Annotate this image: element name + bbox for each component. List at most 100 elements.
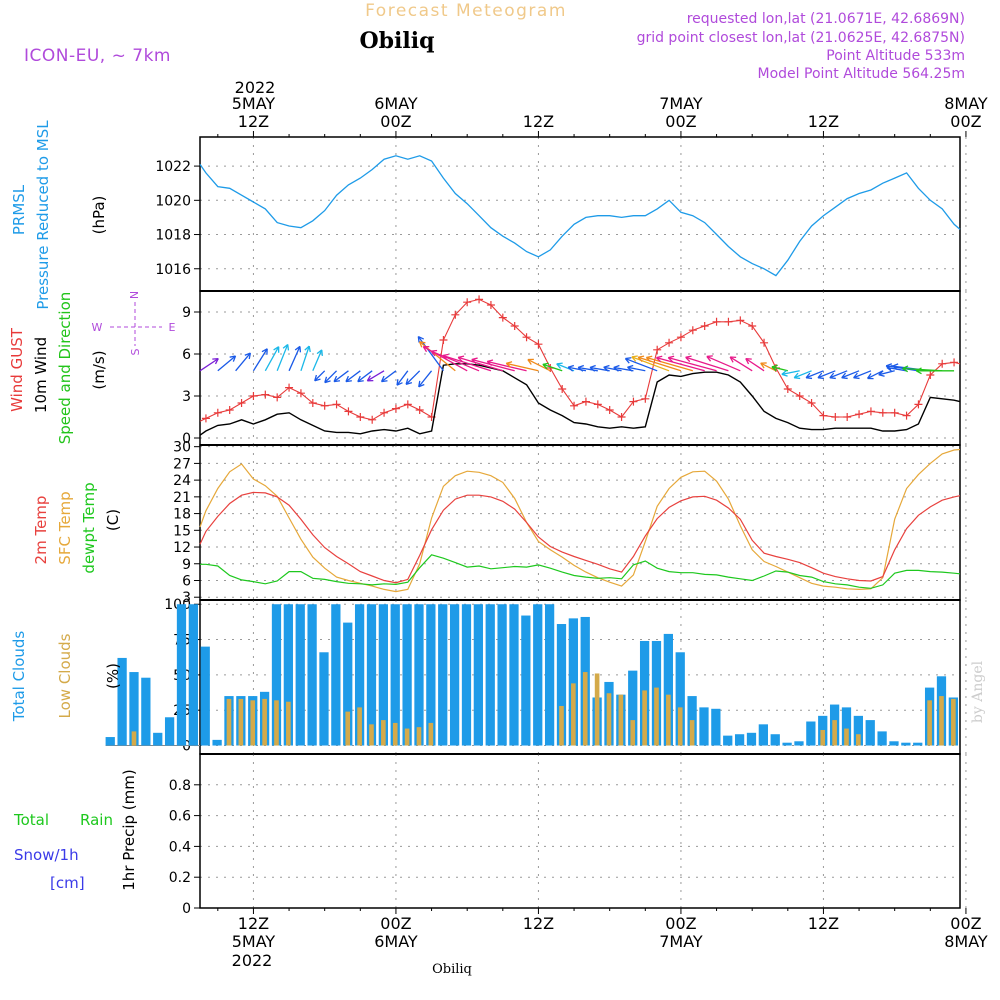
wind-arrow-shaft bbox=[430, 350, 480, 372]
point-altitude: Point Altitude 533m bbox=[826, 48, 965, 64]
top-tick-label: 12Z bbox=[523, 112, 554, 131]
low-cloud-bar bbox=[689, 720, 695, 746]
top-tick-label: 8MAY bbox=[944, 94, 988, 113]
total-cloud-bar bbox=[794, 741, 804, 746]
gust-marker bbox=[344, 407, 353, 416]
wind-arrow-head bbox=[645, 355, 653, 363]
station-title: Obiliq bbox=[359, 28, 434, 54]
cloud-unit: (%) bbox=[104, 663, 122, 689]
wind-arrow-shaft bbox=[841, 370, 860, 379]
low-cloud-bar bbox=[416, 727, 422, 746]
pressure-labels: PRMSL Pressure Reduced to MSL (hPa) bbox=[10, 120, 108, 310]
total-cloud-bar bbox=[675, 652, 685, 746]
gust-marker bbox=[938, 359, 947, 368]
y-tick-label-7: 24 bbox=[173, 473, 191, 489]
total-cloud-bar bbox=[307, 604, 317, 746]
total-cloud-bar bbox=[414, 604, 424, 746]
gust-marker bbox=[593, 400, 602, 409]
wind-arrow-shaft bbox=[418, 370, 433, 388]
low-cloud-bar bbox=[951, 698, 956, 746]
wind-arrow-shaft bbox=[567, 366, 587, 372]
wind-arrow-shaft bbox=[685, 356, 729, 372]
gust-marker bbox=[308, 399, 317, 407]
y-tick-label-1: 3 bbox=[182, 389, 191, 405]
total-cloud-bar bbox=[556, 624, 567, 746]
gust-marker bbox=[926, 371, 935, 379]
low-cloud-bar bbox=[238, 698, 244, 746]
wind-arrow-head bbox=[631, 355, 638, 362]
gust-marker bbox=[296, 389, 305, 398]
pressure-label-prmsl: PRMSL bbox=[10, 184, 28, 235]
temp-2m-line bbox=[199, 491, 961, 584]
wind-arrow-head bbox=[841, 372, 848, 380]
wind-arrow-head bbox=[655, 355, 663, 363]
panel-frame bbox=[199, 136, 961, 292]
total-cloud-bar bbox=[770, 734, 780, 746]
cloud-label-low: Low Clouds bbox=[56, 633, 74, 718]
low-cloud-bar bbox=[404, 728, 410, 746]
top-tick-label: 5MAY bbox=[232, 94, 276, 113]
gust-marker bbox=[498, 313, 507, 322]
gust-marker bbox=[783, 385, 792, 393]
wind-arrow-shaft bbox=[729, 356, 753, 372]
y-tick-label-3: 0.6 bbox=[169, 809, 191, 825]
compass-rose: N S W E bbox=[92, 291, 176, 356]
gust-marker bbox=[463, 298, 472, 307]
wind-arrow-shaft bbox=[312, 349, 323, 372]
wind-arrow-head bbox=[294, 345, 302, 353]
total-cloud-bar bbox=[734, 734, 745, 746]
low-cloud-bar bbox=[262, 698, 267, 746]
total-cloud-bar bbox=[853, 715, 863, 746]
total-cloud-bar bbox=[663, 633, 673, 746]
wind-arrow-shaft bbox=[853, 370, 872, 379]
wind-arrow-head bbox=[396, 379, 403, 386]
temp-labels: 2m Temp SFC Temp dewpt Temp (C) bbox=[32, 482, 122, 573]
gust-marker bbox=[225, 406, 234, 414]
gust-marker bbox=[760, 338, 769, 347]
total-cloud-bar bbox=[746, 732, 757, 746]
y-tick-label-1: 1018 bbox=[155, 228, 191, 244]
top-tick-label: 12Z bbox=[808, 112, 839, 131]
gust-marker bbox=[451, 310, 460, 319]
dewpt-line bbox=[200, 554, 961, 589]
gust-marker bbox=[890, 408, 899, 417]
wind-arrow-head bbox=[729, 356, 737, 363]
wind-arrow-shaft bbox=[867, 370, 884, 380]
wind-arrow-head bbox=[781, 370, 788, 377]
wind-label-direction: Speed and Direction bbox=[56, 292, 74, 445]
gridpoint-location: grid point closest lon,lat (21.0625E, 42… bbox=[637, 30, 965, 46]
gust-marker bbox=[748, 322, 757, 330]
low-cloud-bar bbox=[571, 683, 576, 746]
watermark: by Angel bbox=[970, 660, 986, 723]
gust-marker bbox=[855, 410, 864, 419]
y-tick-label-0: 0 bbox=[182, 901, 191, 917]
wind-label-gust: Wind GUST bbox=[8, 327, 26, 412]
gust-marker bbox=[570, 401, 579, 410]
y-tick-label-9: 30 bbox=[173, 440, 191, 456]
wind-arrow-shaft bbox=[276, 344, 289, 372]
wind-arrow-head bbox=[324, 376, 331, 384]
gust-marker bbox=[380, 408, 389, 417]
gust-marker bbox=[688, 326, 697, 335]
bottom-tick-label: 8MAY bbox=[944, 932, 988, 951]
gust-marker bbox=[285, 383, 294, 392]
wind-arrow-shaft bbox=[668, 357, 717, 372]
wind-arrow-shaft bbox=[829, 370, 848, 379]
wind-arrow-shaft bbox=[458, 356, 503, 372]
wind-arrow-head bbox=[915, 367, 922, 375]
total-cloud-bar bbox=[533, 604, 543, 746]
wind-arrow-head bbox=[706, 355, 713, 362]
total-cloud-bar bbox=[271, 604, 282, 746]
gust-marker bbox=[273, 393, 282, 402]
wind-arrow-shaft bbox=[217, 355, 236, 372]
gust-marker bbox=[237, 399, 246, 407]
wind-arrow-head bbox=[442, 353, 449, 361]
wind-arrow-head bbox=[316, 349, 323, 356]
total-cloud-bar bbox=[438, 604, 448, 746]
wind-arrow-shaft bbox=[646, 356, 693, 372]
top-tick-label: 00Z bbox=[380, 112, 411, 131]
wind-arrow-head bbox=[817, 372, 824, 380]
low-cloud-bar bbox=[654, 687, 659, 746]
cloud-label-total: Total Clouds bbox=[10, 631, 28, 723]
